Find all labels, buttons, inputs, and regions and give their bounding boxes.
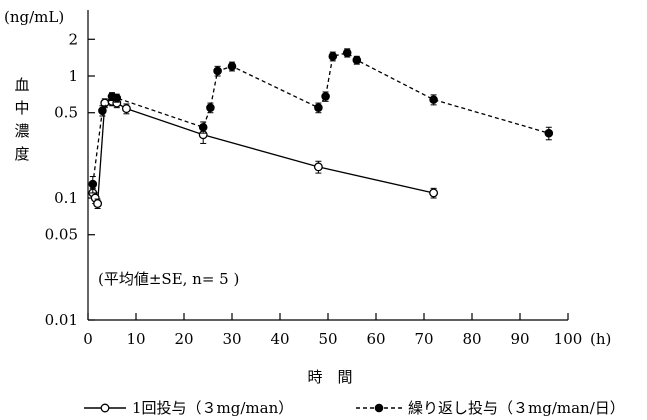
data-point <box>112 93 122 103</box>
legend-label-repeated: 繰り返し投与（３mg/man/日） <box>408 399 625 417</box>
annotation-text: (平均値±SE, n= 5 ) <box>98 270 239 288</box>
data-point <box>88 179 98 189</box>
data-point <box>429 188 439 198</box>
x-unit-label: (h) <box>590 330 611 348</box>
y-tick-label: 2 <box>68 30 78 48</box>
x-tick-label: 30 <box>222 330 241 348</box>
data-point <box>352 55 362 65</box>
y-tick-label: 0.01 <box>45 311 78 329</box>
data-point <box>93 199 103 209</box>
data-point <box>342 48 352 58</box>
data-point <box>544 128 554 138</box>
y-axis-title-char: 中 <box>14 99 29 117</box>
x-tick-label: 80 <box>462 330 481 348</box>
x-tick-label: 70 <box>414 330 433 348</box>
data-point <box>206 103 215 112</box>
y-tick-label: 1 <box>68 67 78 85</box>
data-point <box>121 104 131 114</box>
x-tick-label: 0 <box>83 330 93 348</box>
y-axis-title-char: 血 <box>14 76 29 94</box>
x-tick-label: 50 <box>318 330 337 348</box>
legend-item-single-dose: 1回投与（３mg/man） <box>84 399 293 417</box>
x-tick-label: 20 <box>174 330 193 348</box>
y-axis-title-char: 濃 <box>14 122 29 140</box>
data-point <box>328 52 338 61</box>
series-layer <box>88 48 554 210</box>
x-tick-label: 40 <box>270 330 289 348</box>
x-tick-label: 60 <box>366 330 385 348</box>
data-point <box>213 66 222 76</box>
y-tick-label: 0.1 <box>54 189 78 207</box>
data-point <box>198 122 208 132</box>
legend-marker-repeated <box>374 403 384 413</box>
data-point <box>313 162 323 172</box>
series-0 <box>88 96 439 210</box>
y-tick-label: 0.05 <box>45 226 78 244</box>
legend-item-repeated-dose: 繰り返し投与（３mg/man/日） <box>356 399 625 417</box>
x-tick-label: 10 <box>126 330 145 348</box>
y-unit-label: (ng/mL) <box>4 8 64 26</box>
data-point <box>98 106 107 115</box>
data-point <box>429 95 438 104</box>
series-1 <box>88 48 554 194</box>
x-tick-label: 90 <box>510 330 529 348</box>
data-point <box>321 92 330 101</box>
legend-marker-single <box>100 403 110 413</box>
x-ticks: 0 10 20 30 40 50 60 70 80 90 100 <box>83 313 582 348</box>
y-tick-label: 0.5 <box>54 104 78 122</box>
legend: 1回投与（３mg/man） 繰り返し投与（３mg/man/日） <box>84 399 625 417</box>
data-point <box>314 103 323 112</box>
series-line <box>92 100 434 204</box>
x-tick-label: 100 <box>554 330 583 348</box>
x-axis-title: 時 間 <box>307 368 352 386</box>
legend-label-single: 1回投与（３mg/man） <box>132 399 293 417</box>
data-point <box>227 62 237 71</box>
y-ticks: 0.01 0.05 0.1 0.5 1 2 <box>45 30 95 329</box>
y-axis-title-char: 度 <box>14 145 29 163</box>
